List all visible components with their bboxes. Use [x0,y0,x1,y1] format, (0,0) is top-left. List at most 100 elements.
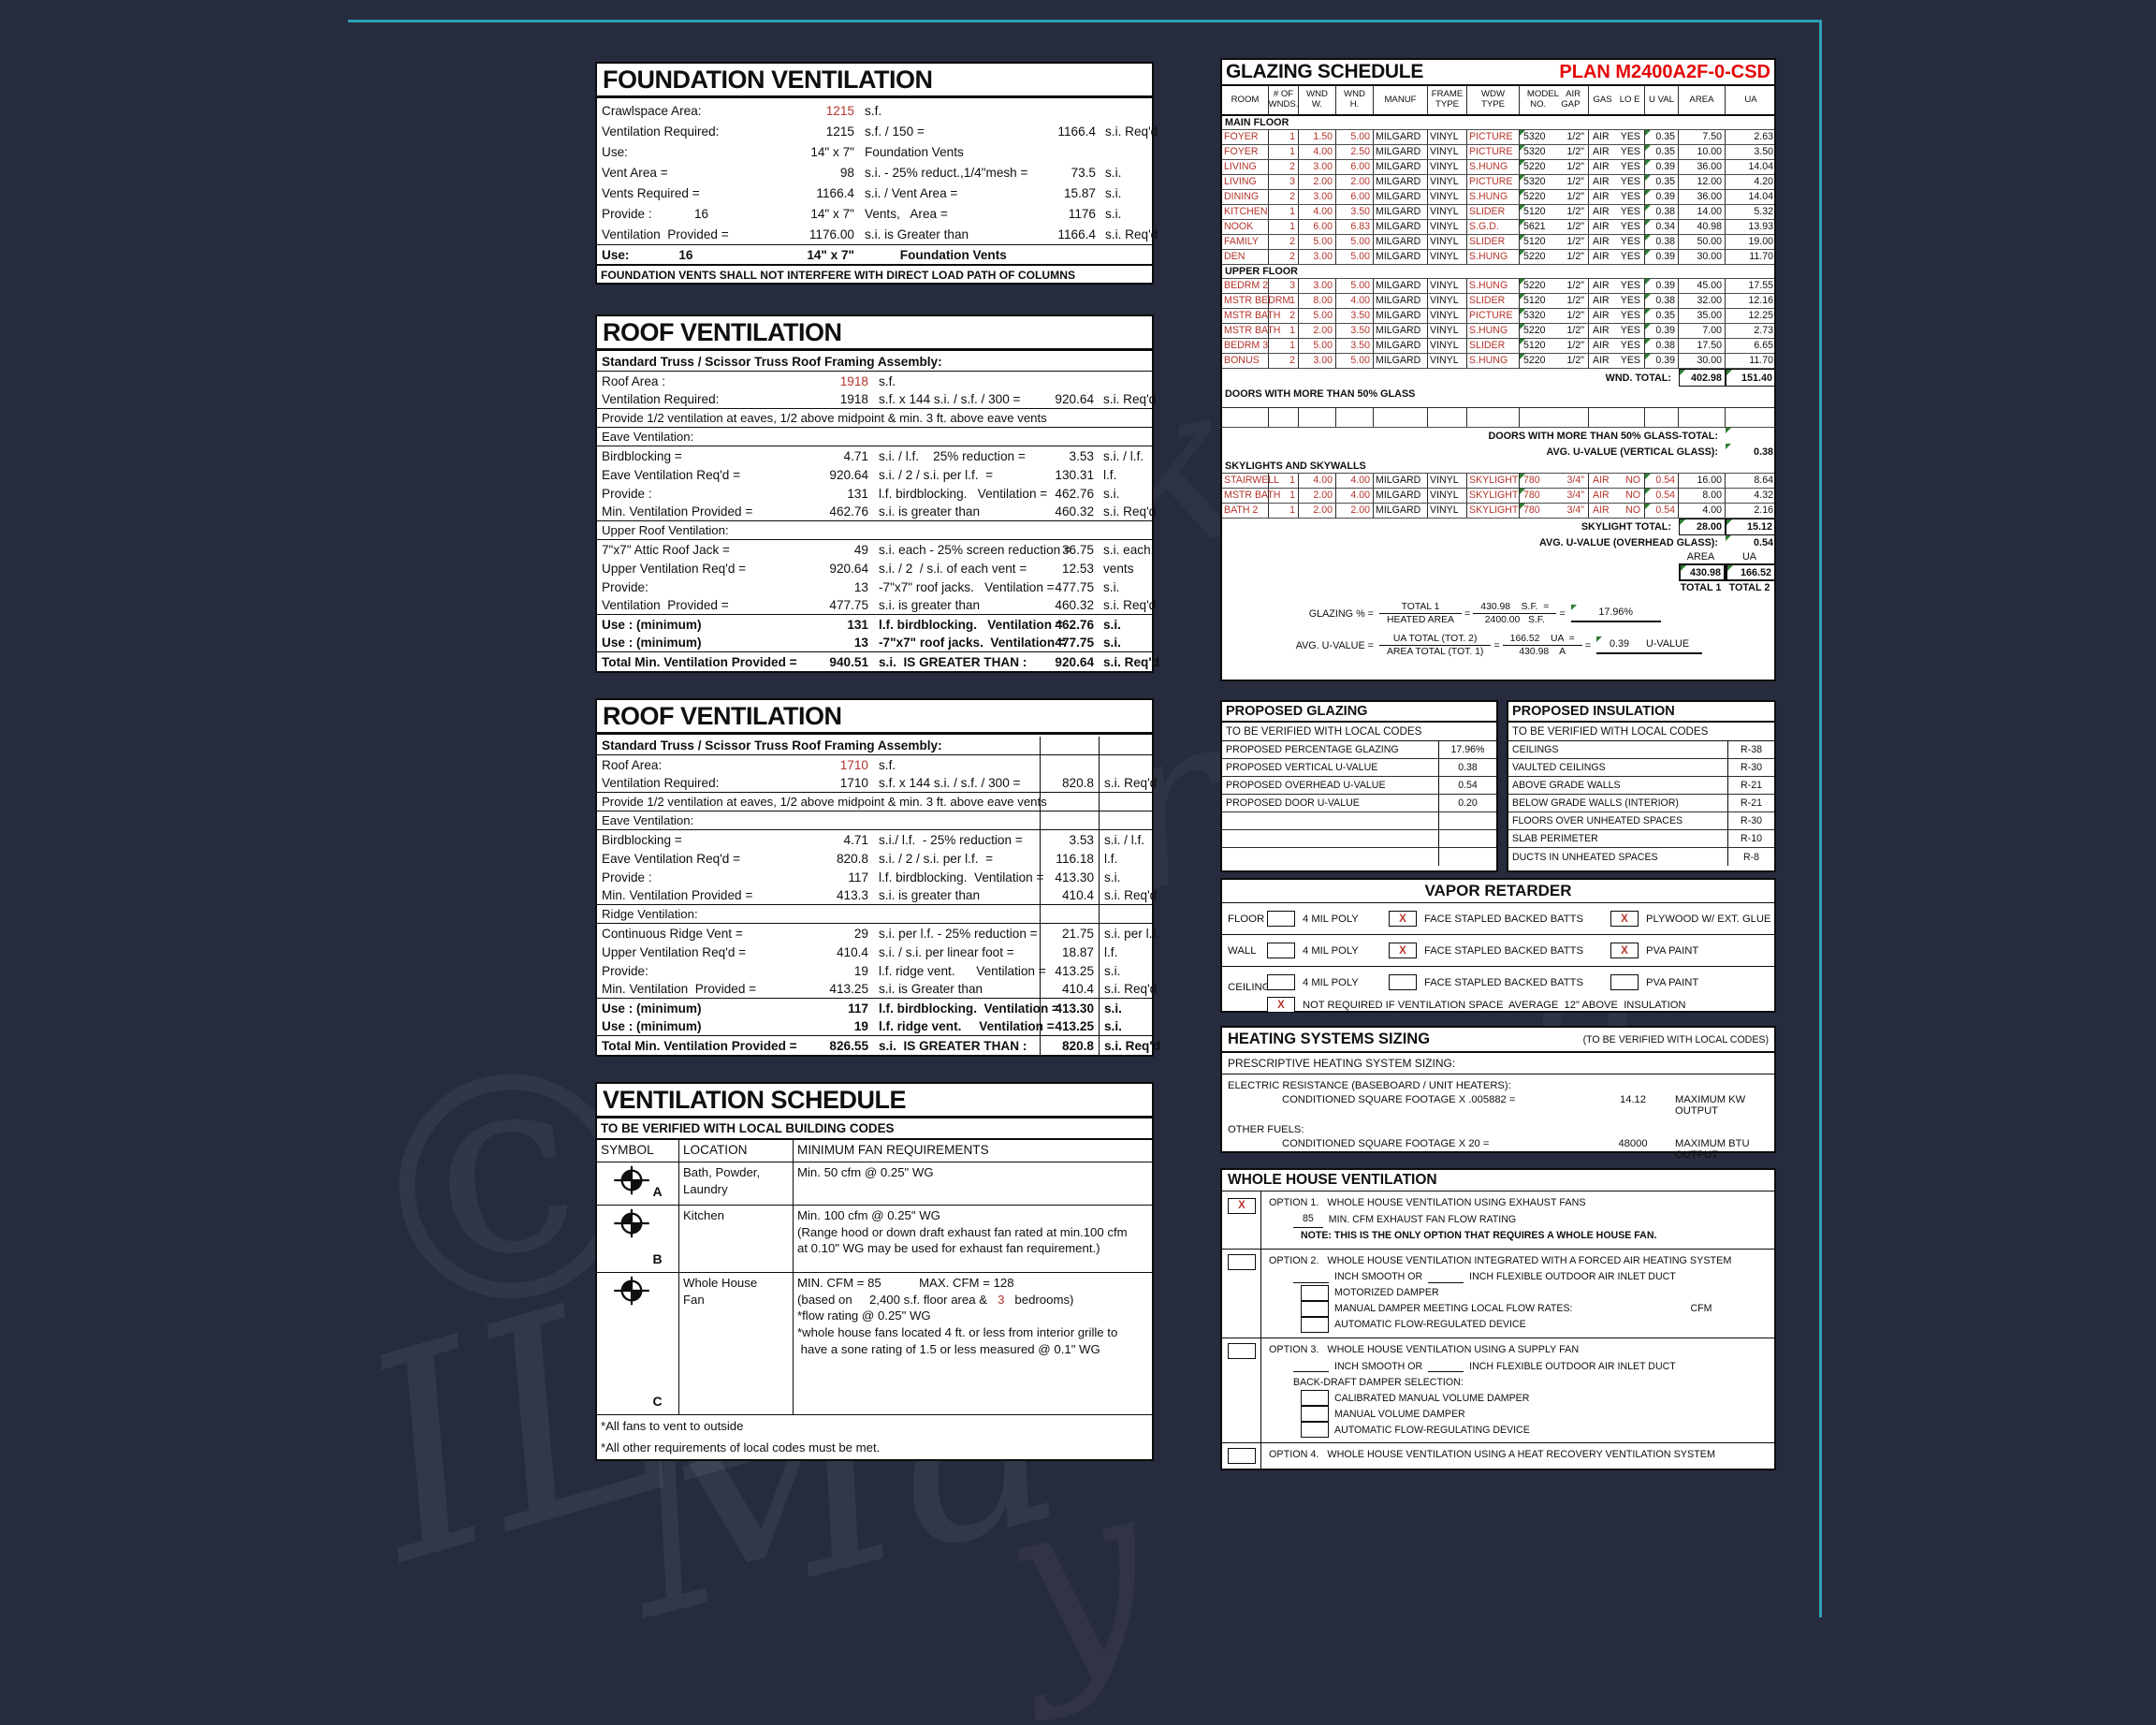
frame-cell: VINYL [1428,205,1467,219]
row-unit: s.i. Req'd [1099,774,1157,793]
row-desc: s.f. [879,373,896,388]
checkbox: X [1610,943,1639,958]
wdw-type-cell: SKYLIGHT [1469,489,1520,503]
requirements-cell: Min. 100 cfm @ 0.25" WG (Range hood or d… [797,1207,1128,1256]
row-value: 14" x 7" [807,247,854,262]
total-label: SKYLIGHT TOTAL: [1581,521,1671,533]
symbol-cell: B [597,1205,679,1272]
row-value: R-21 [1727,795,1774,811]
table-row: Provide 1/2 ventilation at eaves, 1/2 ab… [597,409,1152,429]
row-result: 130.31 [1055,467,1094,482]
row-desc: s.i. / 2 / s.i. of each vent = [879,561,1027,576]
column-header: WDW TYPE [1467,86,1520,114]
ua-cell: 4.20 [1754,176,1773,188]
frame-cell: VINYL [1428,474,1467,488]
model-gap-cell: 5621 1/2" [1520,220,1589,234]
count-cell: 1 [1269,324,1299,338]
table-row: Roof Area : 1918 s.f. [597,372,1152,390]
row-label: PROPOSED DOOR U-VALUE [1226,797,1360,809]
column-header: ROOM [1222,86,1269,114]
row-label: Standard Truss / Scissor Truss Roof Fram… [602,738,942,753]
row-value: 477.75 [829,598,868,613]
wdw-type-cell: PICTURE [1467,145,1520,159]
room-cell: FOYER [1222,130,1269,144]
width-cell: 5.00 [1299,309,1336,323]
height-cell: 2.00 [1336,175,1374,189]
row-result: 477.75 [1055,636,1094,651]
row-label: PROPOSED VERTICAL U-VALUE [1226,762,1378,773]
total-value [1726,428,1776,444]
table-row: Vents Required = 1166.4 s.i. / Vent Area =… [597,183,1152,203]
row-desc: s.i. / 2 / s.i. per l.f. = [879,467,994,482]
row-desc: s.i. is Greater than [879,982,983,997]
floor-group-label: MAIN FLOOR [1222,116,1774,130]
fan-symbol-icon [614,1276,650,1305]
frame-cell: VINYL [1428,190,1467,204]
area-cell: 36.00 [1679,190,1726,204]
height-cell: 4.00 [1336,294,1374,308]
row-label: Provide : [602,486,652,501]
column-header: MODEL AIR NO. GAP [1520,86,1589,114]
row-desc: -7"x7" roof jacks. Ventilation = [879,579,1055,594]
option-label: PVA PAINT [1646,944,1699,957]
room-cell: NOOK [1222,220,1269,234]
row-unit: s.i. [1099,1017,1152,1036]
frame-cell: VINYL [1428,250,1467,264]
glazing-row: MSTR BATH 1 2.00 4.00 MILGARD VINYL SKYLIGHT 78… [1222,489,1774,504]
glazing-row: MSTR BEDRM 1 8.00 4.00 MILGARD VINYL SLIDER 512… [1222,294,1774,309]
ua-cell: 6.65 [1754,340,1773,352]
location-cell: Bath, Powder, Laundry [679,1162,794,1205]
row-result: 462.76 [1055,617,1094,632]
vapor-option: X FACE STAPLED BACKED BATTS [1389,943,1583,958]
manuf-cell: MILGARD [1374,339,1428,353]
row-value: R-30 [1727,812,1774,829]
row-value: R-10 [1727,830,1774,847]
column-header: WND H. [1336,86,1374,114]
avg-overhead-row: AVG. U-VALUE (OVERHEAD GLASS): 0.54 [1222,535,1774,550]
row-value: 1215 [825,124,854,139]
row-result: 73.5 [1071,165,1096,180]
total-area: 402.98 [1679,369,1726,387]
wdw-type-cell: S.HUNG [1467,250,1520,264]
gas-loe-cell: AIR YES [1589,279,1645,293]
requirements-cell: Min. 50 cfm @ 0.25" WG [797,1164,934,1179]
width-cell: 3.00 [1299,279,1336,293]
grand-total-row: 430.98 166.52 [1222,563,1776,581]
row-unit: l.f. [1103,467,1117,482]
row-value: 14" x 7" [810,144,854,159]
line-text: AUTOMATIC FLOW-REGULATED DEVICE [1334,1319,1526,1331]
width-cell: 5.00 [1299,235,1336,249]
row-value: 4.71 [843,448,868,463]
row-unit: s.i. [1105,185,1122,200]
option-label: PLYWOOD W/ EXT. GLUE [1646,913,1771,925]
glazing-row: BEDRM 2 3 3.00 5.00 MILGARD VINYL S.HUNG 5220 1/… [1222,279,1774,294]
heating-title-row: HEATING SYSTEMS SIZING (TO BE VERIFIED W… [1222,1028,1774,1053]
line-text: INCH FLEXIBLE OUTDOOR AIR INLET DUCT [1469,1271,1676,1283]
equals-sign: = [1491,639,1503,651]
row-result: 820.8 [1040,1036,1099,1056]
row-value: 0.54 [1438,777,1496,794]
ua-cell: 13.93 [1748,221,1773,233]
vapor-row: FLOOR 4 MIL POLY X FACE STAPLED BACKED BATT… [1222,902,1774,934]
model-gap-cell: 5320 1/2" [1520,175,1589,189]
row-value: 940.51 [829,654,868,669]
row-value: 1918 [839,373,868,388]
line-text: MOTORIZED DAMPER [1334,1287,1439,1299]
count-cell: 3 [1269,175,1299,189]
checkbox [1301,1406,1329,1423]
option-label: FACE STAPLED BACKED BATTS [1424,944,1583,957]
row-desc: s.i. IS GREATER THAN : [879,1038,1027,1053]
width-cell: 2.00 [1299,324,1336,338]
row-result [1040,793,1099,811]
table-title: FOUNDATION VENTILATION [597,64,1152,99]
row-unit: s.i. each. [1103,542,1155,557]
uval-cell: 0.39 [1645,279,1679,293]
row-unit: s.i. Req'd [1099,1036,1160,1056]
column-header: MINIMUM FAN REQUIREMENTS [797,1143,989,1158]
fuel-heading: OTHER FUELS: [1228,1124,1304,1135]
row-value: 14" x 7" [810,206,854,221]
uval-cell: 0.38 [1645,205,1679,219]
row-label: Ridge Ventilation: [602,907,698,922]
formula-value: 48000 [1618,1138,1648,1149]
empty-cell [1467,408,1520,427]
